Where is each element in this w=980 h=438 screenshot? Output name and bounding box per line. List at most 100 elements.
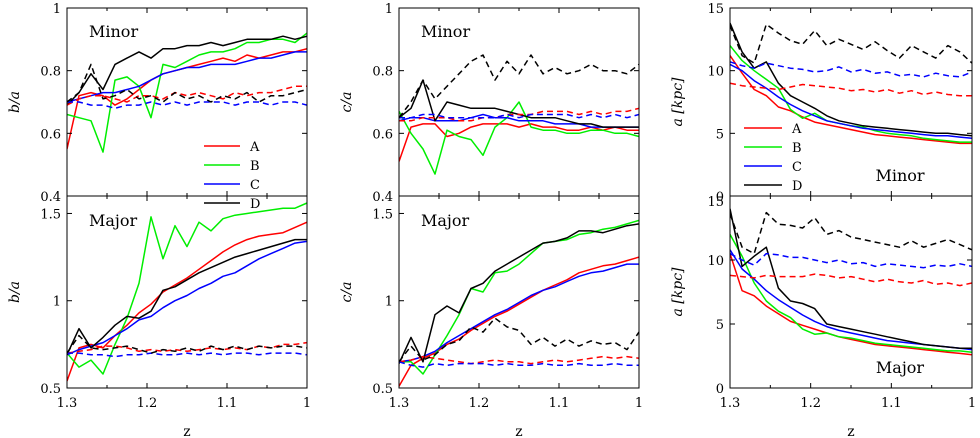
- panel-label: Major: [421, 211, 470, 230]
- series-line-d-solid: [730, 22, 972, 137]
- series-group: [399, 219, 639, 387]
- legend-entry-d: D: [204, 197, 260, 212]
- series-line-a-dashed: [399, 355, 639, 365]
- y-tick-label: 1: [385, 295, 393, 310]
- x-tick-label: 1.2: [800, 396, 821, 411]
- series-line-c-dashed: [730, 252, 972, 269]
- y-tick-label: 1: [385, 2, 393, 17]
- y-tick-label: 1: [53, 295, 61, 310]
- series-group: [730, 22, 972, 145]
- plot-frame: [729, 7, 973, 197]
- y-tick-label: 0.8: [372, 65, 393, 80]
- series-line-d-dashed: [730, 211, 972, 255]
- x-axis-label: z: [515, 424, 522, 438]
- series-line-c-dashed: [399, 113, 639, 119]
- y-tick-label: 0.4: [40, 190, 61, 205]
- y-tick-label: 0.4: [372, 190, 393, 205]
- y-tick-label: 0.6: [40, 127, 61, 142]
- panel-p1: 0.4 0.6 0.8 1 b/a Minor: [7, 2, 308, 205]
- legend-entry-c: C: [744, 160, 802, 175]
- legend-label: B: [792, 141, 802, 156]
- panel-p6: 0 5 10 15 1.3 1.2 1.1 1 z a [kpc] Major: [670, 195, 976, 438]
- series-line-c-dashed: [730, 61, 972, 78]
- series-group: [730, 208, 972, 356]
- series-line-d-dashed: [399, 317, 639, 363]
- series-line-a-solid: [730, 253, 972, 356]
- series-group: [67, 202, 307, 382]
- x-tick-label: 1.1: [549, 396, 570, 411]
- x-tick-label: 1.2: [137, 396, 158, 411]
- x-tick-label: 1.3: [57, 396, 78, 411]
- x-axis-label: z: [847, 424, 854, 438]
- plot-frame: [729, 195, 973, 389]
- series-line-c-dashed: [67, 352, 307, 358]
- legend-entry-b: B: [744, 141, 802, 156]
- legend-label: D: [250, 197, 260, 212]
- x-tick-label: 1: [968, 396, 976, 411]
- panel-label: Minor: [89, 22, 138, 41]
- series-line-a-solid: [67, 221, 307, 382]
- legend-label: A: [791, 122, 802, 137]
- y-tick-label: 0.8: [40, 65, 61, 80]
- series-line-c-dashed: [399, 361, 639, 368]
- legend-entry-a: A: [744, 122, 802, 137]
- y-tick-label: 0.5: [40, 382, 61, 397]
- panel-label: Major: [876, 358, 925, 377]
- legend-entry-c: C: [204, 178, 260, 193]
- series-line-c-solid: [399, 113, 639, 128]
- y-axis-label: a [kpc]: [670, 77, 686, 127]
- y-axis-label: b/a: [7, 91, 23, 113]
- panel-p5: 0.5 1 1.5 1.3 1.2 1.1 1 z c/a Major: [339, 195, 643, 438]
- series-line-a-dashed: [730, 82, 972, 97]
- legend-entry-d: D: [744, 179, 802, 194]
- x-axis-label: z: [183, 424, 190, 438]
- legend-label: B: [250, 159, 260, 174]
- y-tick-label: 10: [707, 254, 724, 269]
- series-line-b-solid: [67, 32, 307, 153]
- legend-label: C: [792, 160, 802, 175]
- series-line-b-solid: [730, 234, 972, 353]
- series-line-c-dashed: [67, 101, 307, 110]
- y-tick-label: 1.5: [40, 207, 61, 222]
- y-axis-label: b/a: [7, 281, 23, 303]
- panel-p3: 0 5 10 15 a [kpc] Minor: [670, 2, 973, 205]
- series-line-c-solid: [67, 51, 307, 103]
- series-line-a-solid: [399, 256, 639, 387]
- legend-label: C: [250, 178, 260, 193]
- panel-label: Minor: [421, 22, 470, 41]
- legend-entry-b: B: [204, 159, 260, 174]
- series-line-a-dashed: [399, 107, 639, 122]
- legend-entry-a: A: [204, 140, 260, 155]
- legend-label: D: [792, 179, 802, 194]
- panel-p2: 0.4 0.6 0.8 1 c/a Minor: [339, 2, 640, 205]
- series-line-a-solid: [730, 55, 972, 145]
- y-tick-label: 1: [53, 2, 61, 17]
- series-line-d-dashed: [730, 23, 972, 64]
- y-tick-label: 10: [707, 65, 724, 80]
- y-axis-label: c/a: [339, 282, 355, 303]
- y-tick-label: 15: [707, 2, 724, 17]
- x-tick-label: 1.3: [389, 396, 410, 411]
- y-tick-label: 0.5: [372, 382, 393, 397]
- series-line-c-solid: [67, 240, 307, 356]
- series-group: [67, 32, 307, 153]
- x-tick-label: 1: [303, 396, 311, 411]
- series-line-c-solid: [730, 63, 972, 140]
- series-line-b-solid: [67, 202, 307, 375]
- y-tick-label: 0.6: [372, 127, 393, 142]
- y-tick-label: 1.5: [372, 207, 393, 222]
- series-line-a-dashed: [730, 273, 972, 287]
- x-tick-label: 1: [635, 396, 643, 411]
- y-tick-label: 0: [716, 190, 724, 205]
- series-line-a-dashed: [67, 85, 307, 106]
- x-tick-label: 1.2: [469, 396, 490, 411]
- x-tick-label: 1.1: [217, 396, 238, 411]
- x-tick-label: 1.1: [881, 396, 902, 411]
- legend-label: A: [249, 140, 260, 155]
- series-line-d-solid: [67, 238, 307, 356]
- x-tick-label: 1.3: [720, 396, 741, 411]
- y-tick-label: 5: [716, 127, 724, 142]
- panel-label: Minor: [875, 166, 924, 185]
